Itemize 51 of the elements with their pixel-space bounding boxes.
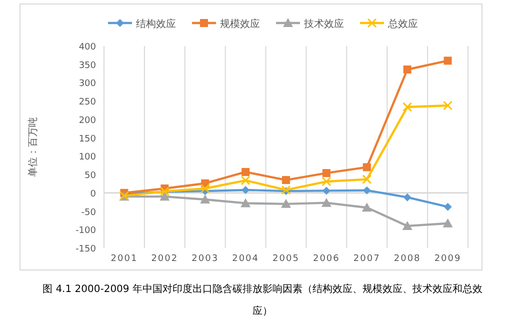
x-tick-label: 2007	[353, 254, 380, 264]
point	[322, 176, 332, 186]
y-tick-label: -150	[76, 244, 96, 254]
y-tick-label: 200	[78, 116, 96, 126]
point	[362, 186, 371, 194]
point	[322, 186, 330, 195]
y-tick-label: 100	[78, 152, 96, 163]
point	[403, 193, 412, 202]
point	[200, 184, 210, 194]
legend-label: 规模效应	[220, 18, 260, 30]
x-tick-label: 2005	[272, 254, 300, 264]
legend-label: 技术效应	[303, 18, 344, 30]
x-tick-label: 2006	[312, 254, 340, 264]
point	[442, 218, 453, 228]
y-tick-label: 150	[78, 134, 96, 144]
x-tick-label: 2009	[434, 254, 462, 264]
y-tick-label: 400	[78, 42, 96, 52]
point	[160, 192, 170, 201]
y-tick-label: -50	[81, 208, 96, 218]
point	[444, 202, 452, 211]
y-tick-label: 350	[78, 60, 96, 71]
y-axis-title: 单位：百万吨	[27, 117, 39, 177]
point	[362, 163, 371, 172]
point	[240, 176, 250, 186]
x-tick-label: 2003	[192, 254, 219, 264]
point	[200, 194, 210, 204]
point	[282, 176, 290, 184]
x-tick-label: 2004	[232, 254, 260, 264]
point	[362, 174, 372, 184]
y-tick-label: 300	[78, 79, 96, 90]
x-tick-label: 2001	[110, 254, 138, 264]
point	[444, 56, 452, 65]
y-tick-label: 250	[78, 98, 96, 108]
point	[321, 198, 332, 207]
y-tick-label: 50	[84, 171, 96, 182]
point	[322, 169, 330, 178]
point	[281, 198, 291, 208]
point	[402, 220, 412, 230]
x-tick-label: 2008	[394, 254, 421, 264]
point	[362, 202, 372, 212]
point	[242, 168, 250, 176]
legend-label: 总效应	[387, 18, 418, 30]
point	[403, 66, 412, 74]
point	[240, 198, 251, 208]
point	[402, 102, 412, 112]
y-tick-label: -100	[76, 226, 96, 236]
y-tick-label: 0	[90, 189, 96, 200]
point	[443, 100, 453, 110]
legend-label: 结构效应	[136, 18, 176, 30]
text: 图 4.1 2000-2009 年中国对印度出口隐含碳排放影响因素（结构效应、规模效应、技术效应和总效应）	[42, 283, 482, 317]
x-tick-label: 2002	[151, 254, 178, 264]
